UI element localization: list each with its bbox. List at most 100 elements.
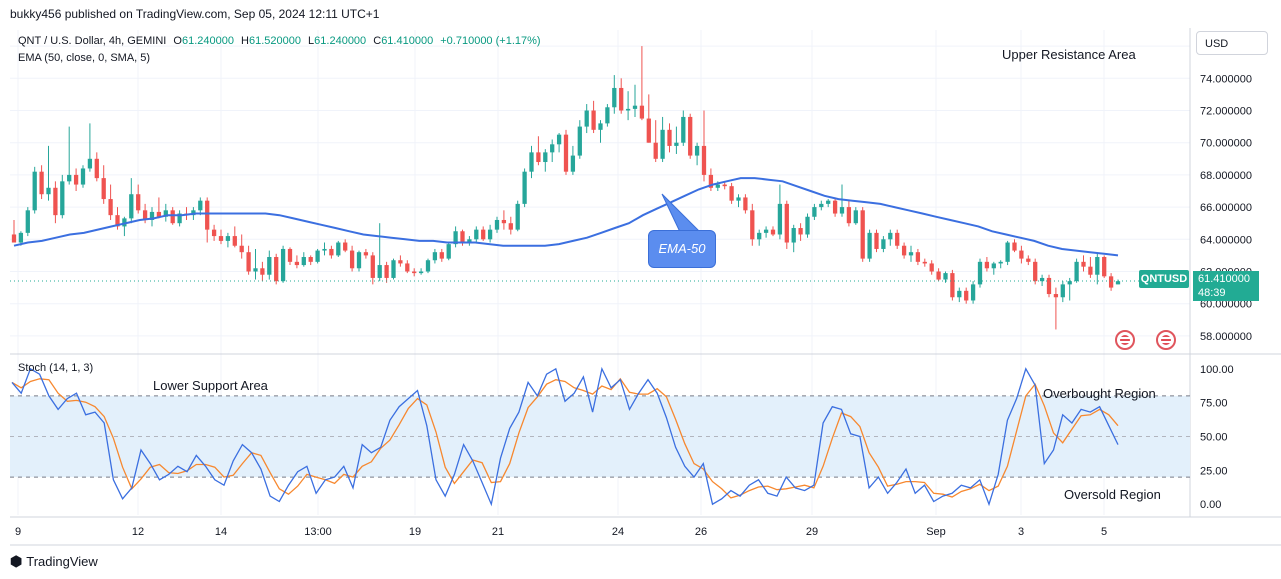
candle-down — [115, 215, 120, 227]
candle-down — [964, 290, 969, 301]
candle-down — [1053, 294, 1059, 298]
candle-down — [73, 174, 79, 185]
candle-down — [1012, 242, 1017, 251]
candle-up — [660, 129, 665, 159]
ema-callout: EMA-50 — [648, 230, 716, 268]
candle-down — [260, 268, 265, 275]
candle-down — [798, 228, 803, 235]
bar-countdown: 48:39 — [1198, 287, 1226, 299]
candle-up — [391, 260, 396, 278]
candle-up — [839, 207, 845, 214]
tradingview-logo[interactable]: ⬢ TradingView — [10, 553, 98, 570]
candle-down — [170, 210, 175, 224]
candle-up — [377, 265, 382, 278]
candle-down — [398, 260, 403, 264]
candle-up — [826, 200, 831, 204]
change-value: +0.710000 (+1.17%) — [440, 35, 541, 47]
candle-up — [550, 144, 555, 153]
candle-up — [867, 232, 872, 259]
time-tick-label: 19 — [409, 526, 421, 538]
time-tick-label: 12 — [132, 526, 144, 538]
candle-up — [977, 261, 983, 285]
candle-down — [384, 265, 389, 278]
lower-support-annotation: Lower Support Area — [153, 378, 268, 393]
candle-up — [225, 236, 231, 241]
symbol-legend[interactable]: QNT / U.S. Dollar, 4h, GEMINI O61.240000… — [18, 35, 541, 47]
candle-up — [763, 229, 769, 233]
candle-up — [998, 261, 1003, 264]
us-flag-event-icon[interactable] — [1115, 330, 1135, 350]
overbought-annotation: Overbought Region — [1043, 386, 1156, 401]
candle-down — [1019, 250, 1024, 259]
candle-up — [467, 239, 472, 243]
candle-down — [936, 271, 941, 280]
candle-up — [543, 152, 548, 163]
time-tick-label: 21 — [492, 526, 504, 538]
candle-down — [901, 245, 907, 256]
stoch-tick-label: 100.00 — [1200, 364, 1234, 376]
candle-up — [87, 158, 93, 169]
low-label: L — [308, 35, 315, 47]
candle-up — [881, 239, 886, 249]
time-tick-label: 29 — [806, 526, 818, 538]
time-tick-label: Sep — [926, 526, 946, 538]
time-tick-label: 9 — [15, 526, 21, 538]
price-tick-label: 58.000000 — [1200, 331, 1252, 343]
us-flag-event-icon[interactable] — [1156, 330, 1176, 350]
candle-down — [101, 178, 106, 200]
candle-up — [1067, 281, 1072, 285]
candle-down — [860, 210, 865, 259]
candle-down — [1088, 266, 1093, 275]
candle-down — [11, 234, 17, 243]
candle-up — [80, 168, 86, 185]
candle-up — [805, 216, 810, 235]
price-tick-label: 72.000000 — [1200, 106, 1252, 118]
price-tick-label: 70.000000 — [1200, 138, 1252, 150]
candle-up — [432, 252, 438, 261]
candle-down — [895, 232, 900, 246]
currency-button[interactable]: USD — [1196, 31, 1268, 55]
candle-down — [784, 203, 789, 243]
stoch-tick-label: 0.00 — [1200, 499, 1221, 511]
candle-up — [888, 232, 893, 240]
candle-up — [25, 210, 30, 233]
candle-down — [211, 229, 217, 237]
candle-down — [218, 236, 224, 241]
last-price-box: 61.410000 48:39 — [1193, 271, 1259, 301]
candle-up — [970, 284, 976, 301]
candle-up — [163, 210, 168, 217]
stoch-legend[interactable]: Stoch (14, 1, 3) — [18, 362, 94, 374]
candle-up — [957, 290, 962, 298]
candle-up — [1005, 242, 1010, 262]
stoch-tick-label: 50.00 — [1200, 432, 1228, 444]
close-value: 61.410000 — [381, 35, 434, 47]
candle-up — [819, 203, 824, 208]
candle-up — [681, 116, 686, 143]
price-tick-label: 60.000000 — [1200, 299, 1252, 311]
candle-down — [108, 199, 113, 216]
candle-up — [570, 155, 576, 172]
candle-down — [246, 252, 251, 272]
candle-up — [605, 107, 610, 124]
candle-down — [984, 261, 990, 269]
candle-up — [494, 219, 500, 230]
candle-up — [991, 263, 996, 269]
candle-up — [198, 200, 203, 211]
candle-down — [287, 248, 293, 262]
candle-down — [329, 248, 334, 256]
stoch-k-line — [11, 366, 1119, 507]
candle-down — [1033, 261, 1038, 282]
ema-legend[interactable]: EMA (50, close, 0, SMA, 5) — [18, 52, 151, 64]
stoch-d-line — [11, 377, 1119, 499]
candle-up — [356, 252, 362, 269]
candle-up — [522, 171, 527, 204]
price-tick-label: 64.000000 — [1200, 234, 1252, 246]
oversold-annotation: Oversold Region — [1064, 487, 1161, 502]
candle-up — [280, 248, 286, 282]
open-label: O — [173, 35, 182, 47]
candle-down — [950, 273, 955, 298]
candle-up — [315, 250, 320, 262]
price-tick-label: 68.000000 — [1200, 170, 1252, 182]
candle-down — [646, 118, 651, 143]
